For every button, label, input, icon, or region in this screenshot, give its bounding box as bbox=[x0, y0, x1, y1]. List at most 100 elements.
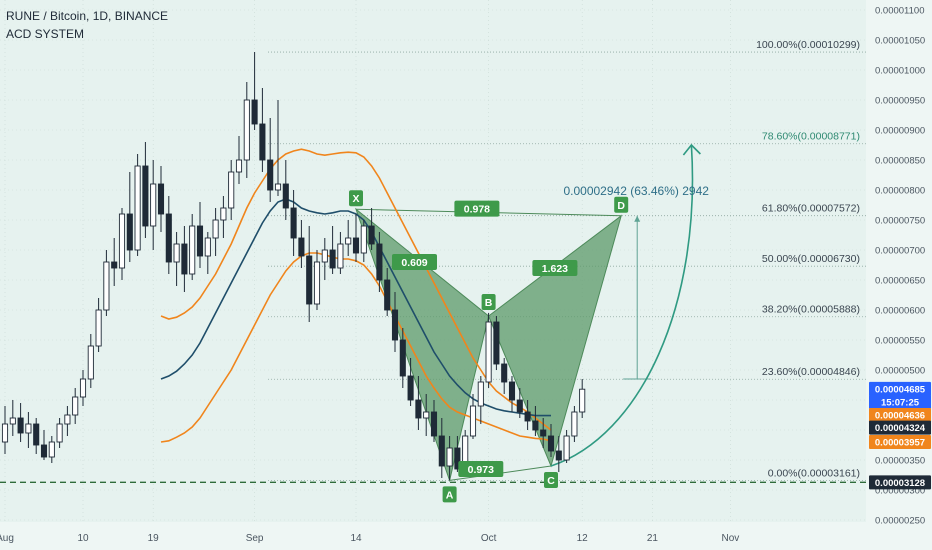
candle-body bbox=[157, 183, 165, 215]
pattern-ratio-label: 1.623 bbox=[542, 263, 568, 275]
fib-level-label: 50.00%(0.00006730) bbox=[762, 253, 860, 265]
candle-body bbox=[228, 171, 235, 209]
x-tick-label: 14 bbox=[350, 533, 362, 544]
price-badge bbox=[869, 381, 931, 396]
projection-curve bbox=[550, 144, 694, 467]
candle-body bbox=[540, 429, 547, 437]
indicator-name: ACD SYSTEM bbox=[6, 27, 85, 41]
candle-body bbox=[196, 225, 204, 257]
candle-body bbox=[267, 159, 274, 191]
fib-level-label: 0.00%(0.00003161) bbox=[768, 467, 860, 479]
candle-body bbox=[1, 423, 9, 443]
pattern-ratio-label-box bbox=[532, 260, 578, 276]
candle-body bbox=[547, 435, 555, 452]
candle-body bbox=[165, 213, 172, 263]
candle-body bbox=[17, 417, 24, 434]
y-tick-label: 0.00000800 bbox=[875, 186, 925, 197]
candle-body bbox=[384, 279, 391, 311]
candle-body bbox=[142, 165, 149, 227]
candle-body bbox=[345, 237, 352, 245]
y-tick-label: 0.00000950 bbox=[875, 96, 925, 107]
candle-body bbox=[173, 243, 180, 263]
pattern-point-a-box bbox=[442, 486, 457, 503]
candle-body bbox=[95, 309, 102, 347]
candle-body bbox=[181, 243, 188, 275]
pattern-point-c-box bbox=[544, 472, 558, 488]
candle-body bbox=[72, 396, 79, 416]
price-badge-label: 0.00003128 bbox=[875, 478, 925, 489]
price-axis[interactable]: 0.000002500.000003000.000003500.00000400… bbox=[869, 6, 931, 527]
candle-body bbox=[212, 219, 219, 239]
y-tick-label: 0.00000500 bbox=[875, 366, 925, 377]
candle-body bbox=[430, 411, 438, 437]
candle-body bbox=[516, 399, 523, 413]
candle-body bbox=[376, 243, 383, 281]
y-tick-label: 0.00000350 bbox=[875, 456, 925, 467]
candle-body bbox=[103, 261, 110, 311]
x-tick-label: Aug bbox=[0, 533, 14, 544]
price-badge bbox=[869, 420, 931, 435]
y-tick-label: 0.00000600 bbox=[875, 306, 925, 317]
pattern-labels: X A B C D 0.609 1.623 0.978 0.973 0.00002942 (63.… bbox=[349, 184, 709, 503]
candle-body bbox=[571, 411, 578, 437]
harmonic-pattern bbox=[0, 143, 866, 484]
price-badge bbox=[869, 408, 931, 422]
candle-body bbox=[508, 381, 516, 401]
candlesticks bbox=[1, 52, 586, 481]
projection-arrowhead bbox=[682, 143, 701, 156]
price-badge-label: 0.00004324 bbox=[875, 423, 926, 434]
pattern-point-a: A bbox=[446, 489, 454, 501]
candle-body bbox=[79, 378, 87, 398]
symbol-title: RUNE / Bitcoin, 1D, BINANCE bbox=[6, 9, 169, 23]
candle-body bbox=[150, 183, 157, 227]
candle-body bbox=[501, 363, 508, 383]
candle-body bbox=[415, 399, 422, 419]
x-tick-label: Oct bbox=[481, 533, 497, 544]
x-tick-label: Nov bbox=[722, 533, 740, 544]
pattern-ratio-label: 0.978 bbox=[464, 204, 490, 216]
candle-body bbox=[134, 165, 141, 251]
candle-body bbox=[477, 381, 484, 407]
candle-body bbox=[407, 375, 414, 401]
y-tick-label: 0.00000900 bbox=[875, 126, 925, 137]
candle-body bbox=[259, 123, 266, 161]
x-tick-label: 12 bbox=[577, 533, 589, 544]
candle-body bbox=[579, 388, 586, 413]
y-tick-label: 0.00001100 bbox=[875, 6, 925, 17]
fib-level-label: 38.20%(0.00005888) bbox=[762, 304, 860, 316]
candle-body bbox=[48, 441, 55, 458]
candle-body bbox=[251, 99, 258, 125]
pattern-ratio-label-box bbox=[458, 461, 504, 477]
candle-body bbox=[360, 225, 367, 254]
candle-body bbox=[493, 321, 500, 365]
fib-level-label: 78.60%(0.00008771) bbox=[762, 131, 860, 143]
candle-body bbox=[524, 411, 531, 422]
candle-body bbox=[33, 423, 40, 446]
time-axis-background[interactable] bbox=[0, 522, 866, 550]
price-badge bbox=[869, 394, 931, 409]
measure-arrowhead bbox=[634, 215, 641, 222]
x-tick-label: 21 bbox=[647, 533, 659, 544]
candle-body bbox=[368, 225, 375, 245]
candle-body bbox=[56, 423, 63, 443]
pattern-point-x-box bbox=[349, 190, 363, 207]
candle-body bbox=[313, 261, 321, 305]
candle-body bbox=[126, 213, 133, 251]
candle-body bbox=[329, 249, 336, 269]
candle-body bbox=[189, 225, 196, 275]
x-tick-label: Sep bbox=[246, 533, 264, 544]
pattern-ratio-label-box bbox=[454, 200, 500, 217]
pattern-point-b: B bbox=[485, 297, 493, 309]
time-axis[interactable]: Aug 10 19 Sep 14 Oct 12 21 Nov bbox=[0, 533, 739, 544]
pattern-ratio-label: 0.609 bbox=[401, 257, 427, 269]
price-axis-background[interactable] bbox=[866, 0, 932, 550]
candle-body bbox=[321, 249, 328, 263]
pattern-point-d: D bbox=[617, 200, 625, 212]
fib-level-label: 23.60%(0.00004846) bbox=[762, 366, 860, 378]
y-tick-label: 0.00000550 bbox=[875, 336, 925, 347]
candle-body bbox=[438, 435, 445, 467]
candle-body bbox=[64, 414, 71, 425]
candle-body bbox=[40, 444, 48, 458]
